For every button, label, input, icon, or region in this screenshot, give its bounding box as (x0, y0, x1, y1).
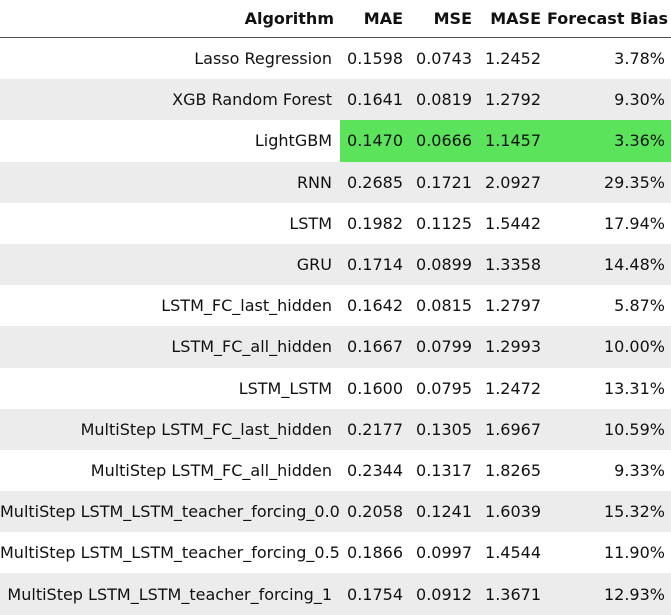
cell-mae: 0.1641 (340, 79, 409, 121)
table-row: Lasso Regression 0.1598 0.0743 1.2452 3.78% (0, 37, 671, 80)
header-mase: MASE (478, 0, 547, 38)
cell-mse: 0.0799 (409, 326, 478, 368)
cell-algorithm: LSTM_LSTM (0, 367, 340, 409)
cell-mase: 2.0927 (478, 161, 547, 203)
cell-mase: 1.4544 (478, 532, 547, 574)
cell-mase: 1.2792 (478, 79, 547, 121)
cell-algorithm: MultiStep LSTM_LSTM_teacher_forcing_1 (0, 573, 340, 615)
cell-forecast-bias: 10.59% (547, 408, 671, 450)
cell-mase: 1.3671 (478, 573, 547, 615)
cell-forecast-bias: 10.00% (547, 326, 671, 368)
cell-algorithm: MultiStep LSTM_FC_last_hidden (0, 408, 340, 450)
cell-algorithm: XGB Random Forest (0, 79, 340, 121)
cell-mse: 0.0795 (409, 367, 478, 409)
table-row: GRU 0.1714 0.0899 1.3358 14.48% (0, 243, 671, 286)
table-row: LSTM_FC_all_hidden 0.1667 0.0799 1.2993 10.0… (0, 326, 671, 368)
cell-forecast-bias: 29.35% (547, 161, 671, 203)
cell-mae: 0.1642 (340, 285, 409, 327)
cell-mae: 0.1598 (340, 37, 409, 80)
cell-mse: 0.0815 (409, 285, 478, 327)
cell-forecast-bias: 14.48% (547, 243, 671, 286)
cell-mae: 0.1866 (340, 532, 409, 574)
table-row: MultiStep LSTM_LSTM_teacher_forcing_0.0 0… (0, 491, 671, 533)
cell-forecast-bias: 17.94% (547, 202, 671, 244)
cell-mse: 0.1317 (409, 449, 478, 492)
cell-mase: 1.2797 (478, 285, 547, 327)
cell-mse: 0.0899 (409, 243, 478, 286)
cell-forecast-bias: 3.78% (547, 37, 671, 80)
cell-mse: 0.1241 (409, 491, 478, 533)
cell-mase: 1.2472 (478, 367, 547, 409)
cell-forecast-bias: 5.87% (547, 285, 671, 327)
cell-mse: 0.0666 (409, 120, 478, 162)
cell-mase: 1.6967 (478, 408, 547, 450)
cell-mse: 0.1305 (409, 408, 478, 450)
table-body: Lasso Regression 0.1598 0.0743 1.2452 3.78% X… (0, 37, 671, 615)
cell-mae: 0.1600 (340, 367, 409, 409)
cell-algorithm: LSTM (0, 202, 340, 244)
cell-forecast-bias: 9.30% (547, 79, 671, 121)
cell-mse: 0.1125 (409, 202, 478, 244)
cell-mse: 0.1721 (409, 161, 478, 203)
cell-mase: 1.8265 (478, 449, 547, 492)
cell-algorithm: RNN (0, 161, 340, 203)
cell-forecast-bias: 13.31% (547, 367, 671, 409)
cell-mae: 0.1754 (340, 573, 409, 615)
cell-mase: 1.6039 (478, 491, 547, 533)
table-row: LSTM 0.1982 0.1125 1.5442 17.94% (0, 202, 671, 244)
cell-mase: 1.2993 (478, 326, 547, 368)
header-algorithm: Algorithm (0, 0, 340, 38)
cell-mse: 0.0743 (409, 37, 478, 80)
cell-algorithm: GRU (0, 243, 340, 286)
cell-mae: 0.2344 (340, 449, 409, 492)
cell-mae: 0.1470 (340, 120, 409, 162)
cell-mae: 0.1982 (340, 202, 409, 244)
cell-forecast-bias: 11.90% (547, 532, 671, 574)
header-forecast-bias: Forecast Bias (547, 0, 671, 38)
cell-mase: 1.3358 (478, 243, 547, 286)
cell-algorithm: LSTM_FC_all_hidden (0, 326, 340, 368)
header-mse: MSE (409, 0, 478, 38)
cell-mse: 0.0997 (409, 532, 478, 574)
cell-mae: 0.1714 (340, 243, 409, 286)
table-row: MultiStep LSTM_LSTM_teacher_forcing_1 0.1… (0, 573, 671, 615)
table-row: RNN 0.2685 0.1721 2.0927 29.35% (0, 161, 671, 203)
cell-algorithm: MultiStep LSTM_LSTM_teacher_forcing_0.0 (0, 491, 340, 533)
cell-algorithm: Lasso Regression (0, 37, 340, 80)
cell-mase: 1.2452 (478, 37, 547, 80)
table-row: MultiStep LSTM_FC_last_hidden 0.2177 0.130… (0, 408, 671, 450)
table-header: Algorithm MAE MSE MASE Forecast Bias (0, 0, 671, 38)
cell-algorithm: LightGBM (0, 120, 340, 162)
cell-algorithm: MultiStep LSTM_LSTM_teacher_forcing_0.5 (0, 532, 340, 574)
cell-algorithm: MultiStep LSTM_FC_all_hidden (0, 449, 340, 492)
cell-mse: 0.0819 (409, 79, 478, 121)
cell-forecast-bias: 12.93% (547, 573, 671, 615)
cell-algorithm: LSTM_FC_last_hidden (0, 285, 340, 327)
cell-forecast-bias: 9.33% (547, 449, 671, 492)
cell-mae: 0.2058 (340, 491, 409, 533)
cell-mae: 0.2177 (340, 408, 409, 450)
cell-mae: 0.1667 (340, 326, 409, 368)
table-row: XGB Random Forest 0.1641 0.0819 1.2792 9.30% (0, 79, 671, 121)
table-row: LSTM_LSTM 0.1600 0.0795 1.2472 13.31% (0, 367, 671, 409)
cell-mase: 1.1457 (478, 120, 547, 162)
cell-mae: 0.2685 (340, 161, 409, 203)
table-row: LSTM_FC_last_hidden 0.1642 0.0815 1.2797 5.8… (0, 285, 671, 327)
cell-forecast-bias: 3.36% (547, 120, 671, 162)
header-row: Algorithm MAE MSE MASE Forecast Bias (0, 0, 671, 38)
cell-mse: 0.0912 (409, 573, 478, 615)
header-mae: MAE (340, 0, 409, 38)
cell-mase: 1.5442 (478, 202, 547, 244)
table-row: MultiStep LSTM_LSTM_teacher_forcing_0.5 0… (0, 532, 671, 574)
table-row: MultiStep LSTM_FC_all_hidden 0.2344 0.1317… (0, 449, 671, 492)
cell-forecast-bias: 15.32% (547, 491, 671, 533)
table-row: LightGBM 0.1470 0.0666 1.1457 3.36% (0, 120, 671, 162)
